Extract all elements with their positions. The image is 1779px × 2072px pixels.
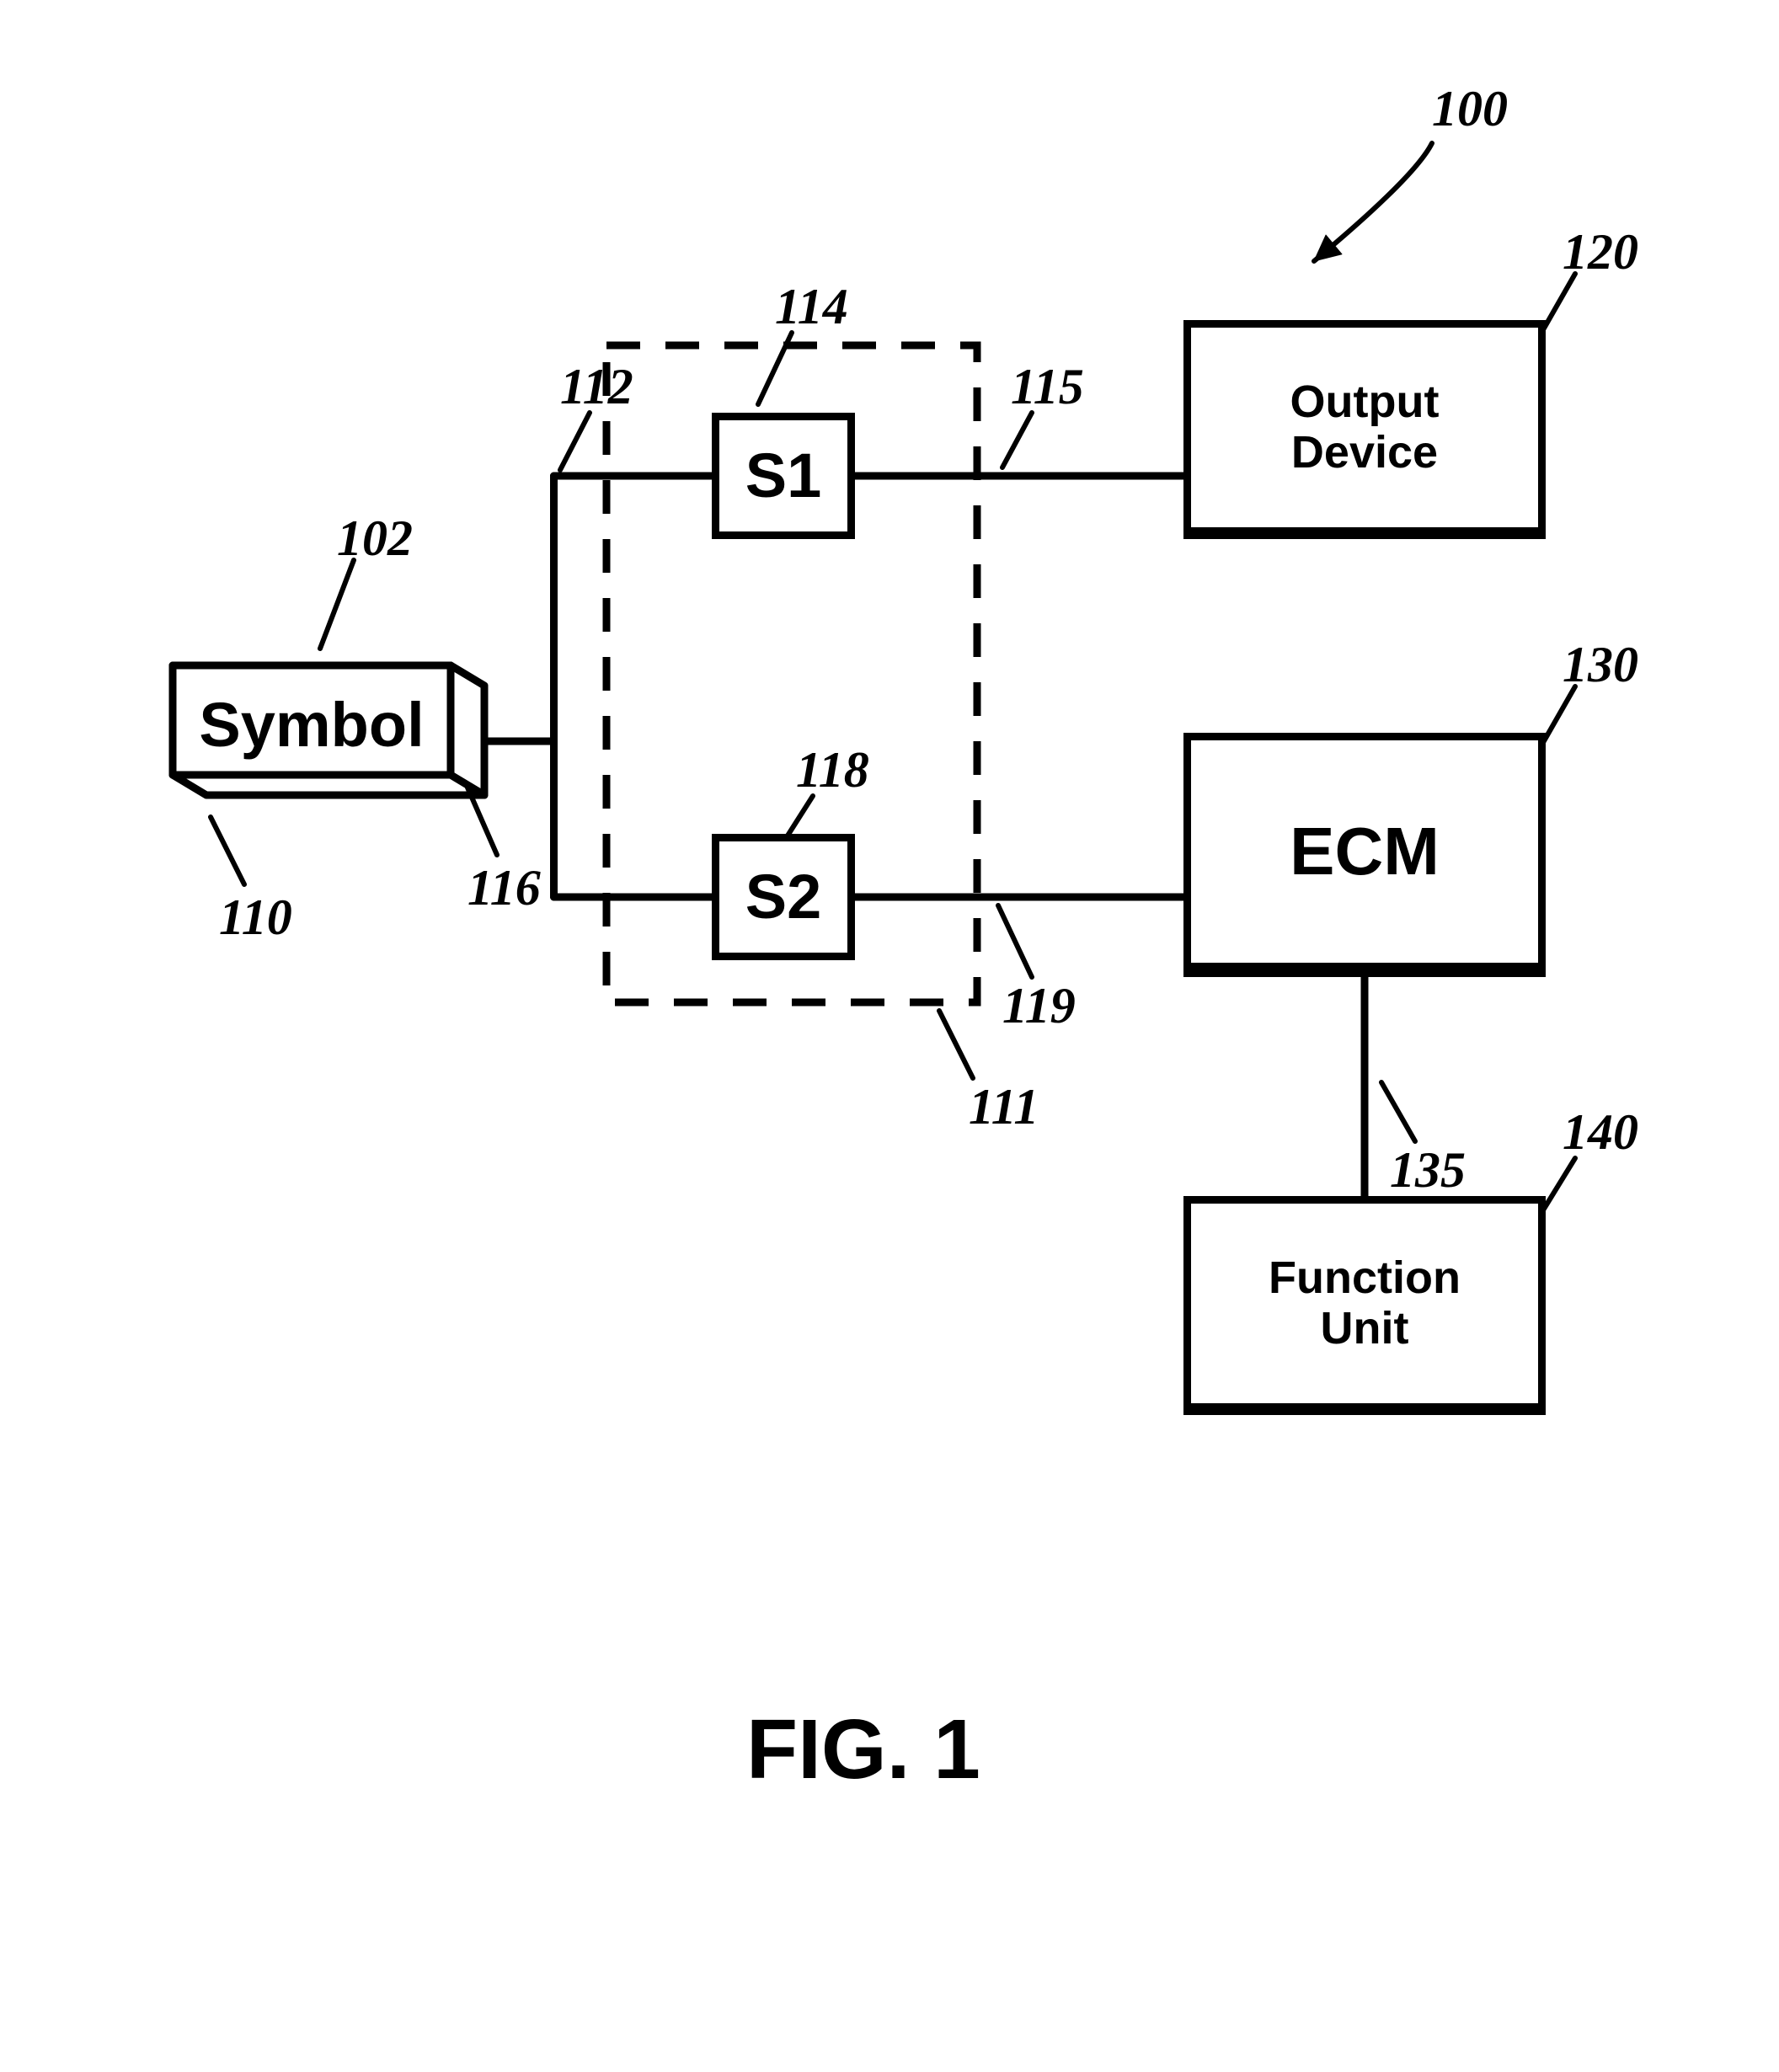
block-symbol-label: Symbol (181, 689, 442, 761)
ref-110: 110 (219, 889, 292, 947)
block-function-unit: FunctionUnit (1183, 1196, 1546, 1415)
ref-100: 100 (1432, 80, 1508, 138)
ref-115: 115 (1011, 358, 1084, 416)
ref-130: 130 (1563, 636, 1638, 694)
ref-111: 111 (969, 1078, 1039, 1136)
ref-118: 118 (796, 741, 869, 799)
ref-116: 116 (467, 859, 541, 917)
figure-label: FIG. 1 (746, 1701, 980, 1798)
ref-140: 140 (1563, 1103, 1638, 1161)
block-s1: S1 (712, 413, 855, 539)
ref-120: 120 (1563, 223, 1638, 281)
ref-114: 114 (775, 278, 848, 336)
ref-135: 135 (1390, 1141, 1466, 1199)
ref-119: 119 (1002, 977, 1076, 1035)
block-s2: S2 (712, 834, 855, 960)
ref-112: 112 (560, 358, 633, 416)
ref-102: 102 (337, 510, 413, 568)
block-output-device: OutputDevice (1183, 320, 1546, 539)
block-ecm: ECM (1183, 733, 1546, 977)
diagram-canvas: S1 S2 OutputDevice ECM FunctionUnit Symb… (0, 0, 1779, 2072)
